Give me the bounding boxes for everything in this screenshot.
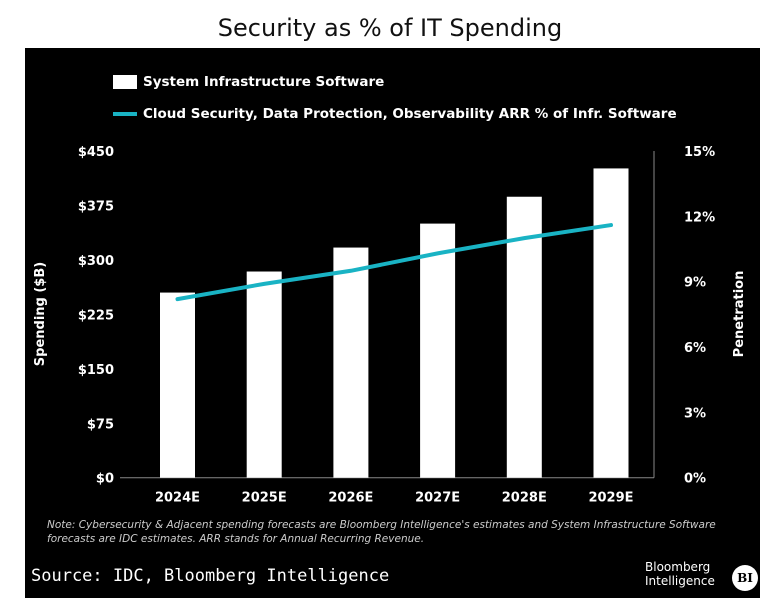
legend-label: System Infrastructure Software (143, 74, 385, 90)
y-tick-label: $225 (78, 308, 114, 323)
penetration-line (175, 223, 613, 302)
legend-swatch-line (113, 112, 137, 116)
legend-swatch-bar (113, 75, 137, 89)
y2-tick-label: 12% (684, 210, 715, 225)
bar-2025E (246, 271, 282, 478)
y-tick-label: $0 (96, 472, 114, 487)
x-tick-label: 2029E (588, 491, 633, 506)
bi-logo-icon: BI (732, 565, 758, 591)
brand-logo: Bloomberg Intelligence (645, 560, 725, 588)
y2-tick-label: 9% (684, 276, 706, 291)
bar-2028E (506, 196, 542, 478)
bar-2029E (593, 168, 629, 478)
x-tick-label: 2024E (155, 491, 200, 506)
y2-tick-label: 6% (684, 341, 706, 356)
x-tick-label: 2026E (328, 491, 373, 506)
bar-2024E (160, 292, 195, 478)
chart-note: Note: Cybersecurity & Adjacent spending … (47, 519, 716, 545)
source-text: Source: IDC, Bloomberg Intelligence (31, 566, 390, 586)
y2-tick-label: 3% (684, 406, 706, 421)
y-axis-title: Spending ($B) (33, 262, 48, 366)
y-tick-label: $150 (78, 363, 114, 378)
y2-tick-label: 15% (684, 145, 715, 160)
y2-axis-title: Penetration (732, 271, 747, 358)
y-tick-label: $300 (78, 254, 114, 269)
bar-2027E (420, 223, 456, 478)
legend-item-bars: System Infrastructure Software (113, 74, 384, 90)
x-tick-label: 2025E (242, 491, 287, 506)
brand-text: Bloomberg Intelligence (645, 560, 715, 588)
chart-title: Security as % of IT Spending (217, 14, 563, 42)
legend-label: Cloud Security, Data Protection, Observa… (143, 106, 677, 122)
x-tick-label: 2027E (415, 491, 460, 506)
legend-item-line: Cloud Security, Data Protection, Observa… (113, 106, 677, 122)
y2-tick-label: 0% (684, 472, 706, 487)
chart-svg: $0 $75 $150 $225 $300 $375 $450 0% 3% 6% 9% 12% 15% S… (33, 145, 747, 506)
y-tick-label: $75 (87, 417, 114, 432)
y-tick-label: $450 (78, 145, 114, 160)
chart-panel: System Infrastructure Software Cloud Sec… (25, 48, 760, 598)
bar-2026E (333, 247, 369, 478)
y-tick-label: $375 (78, 199, 114, 214)
x-tick-label: 2028E (502, 491, 547, 506)
